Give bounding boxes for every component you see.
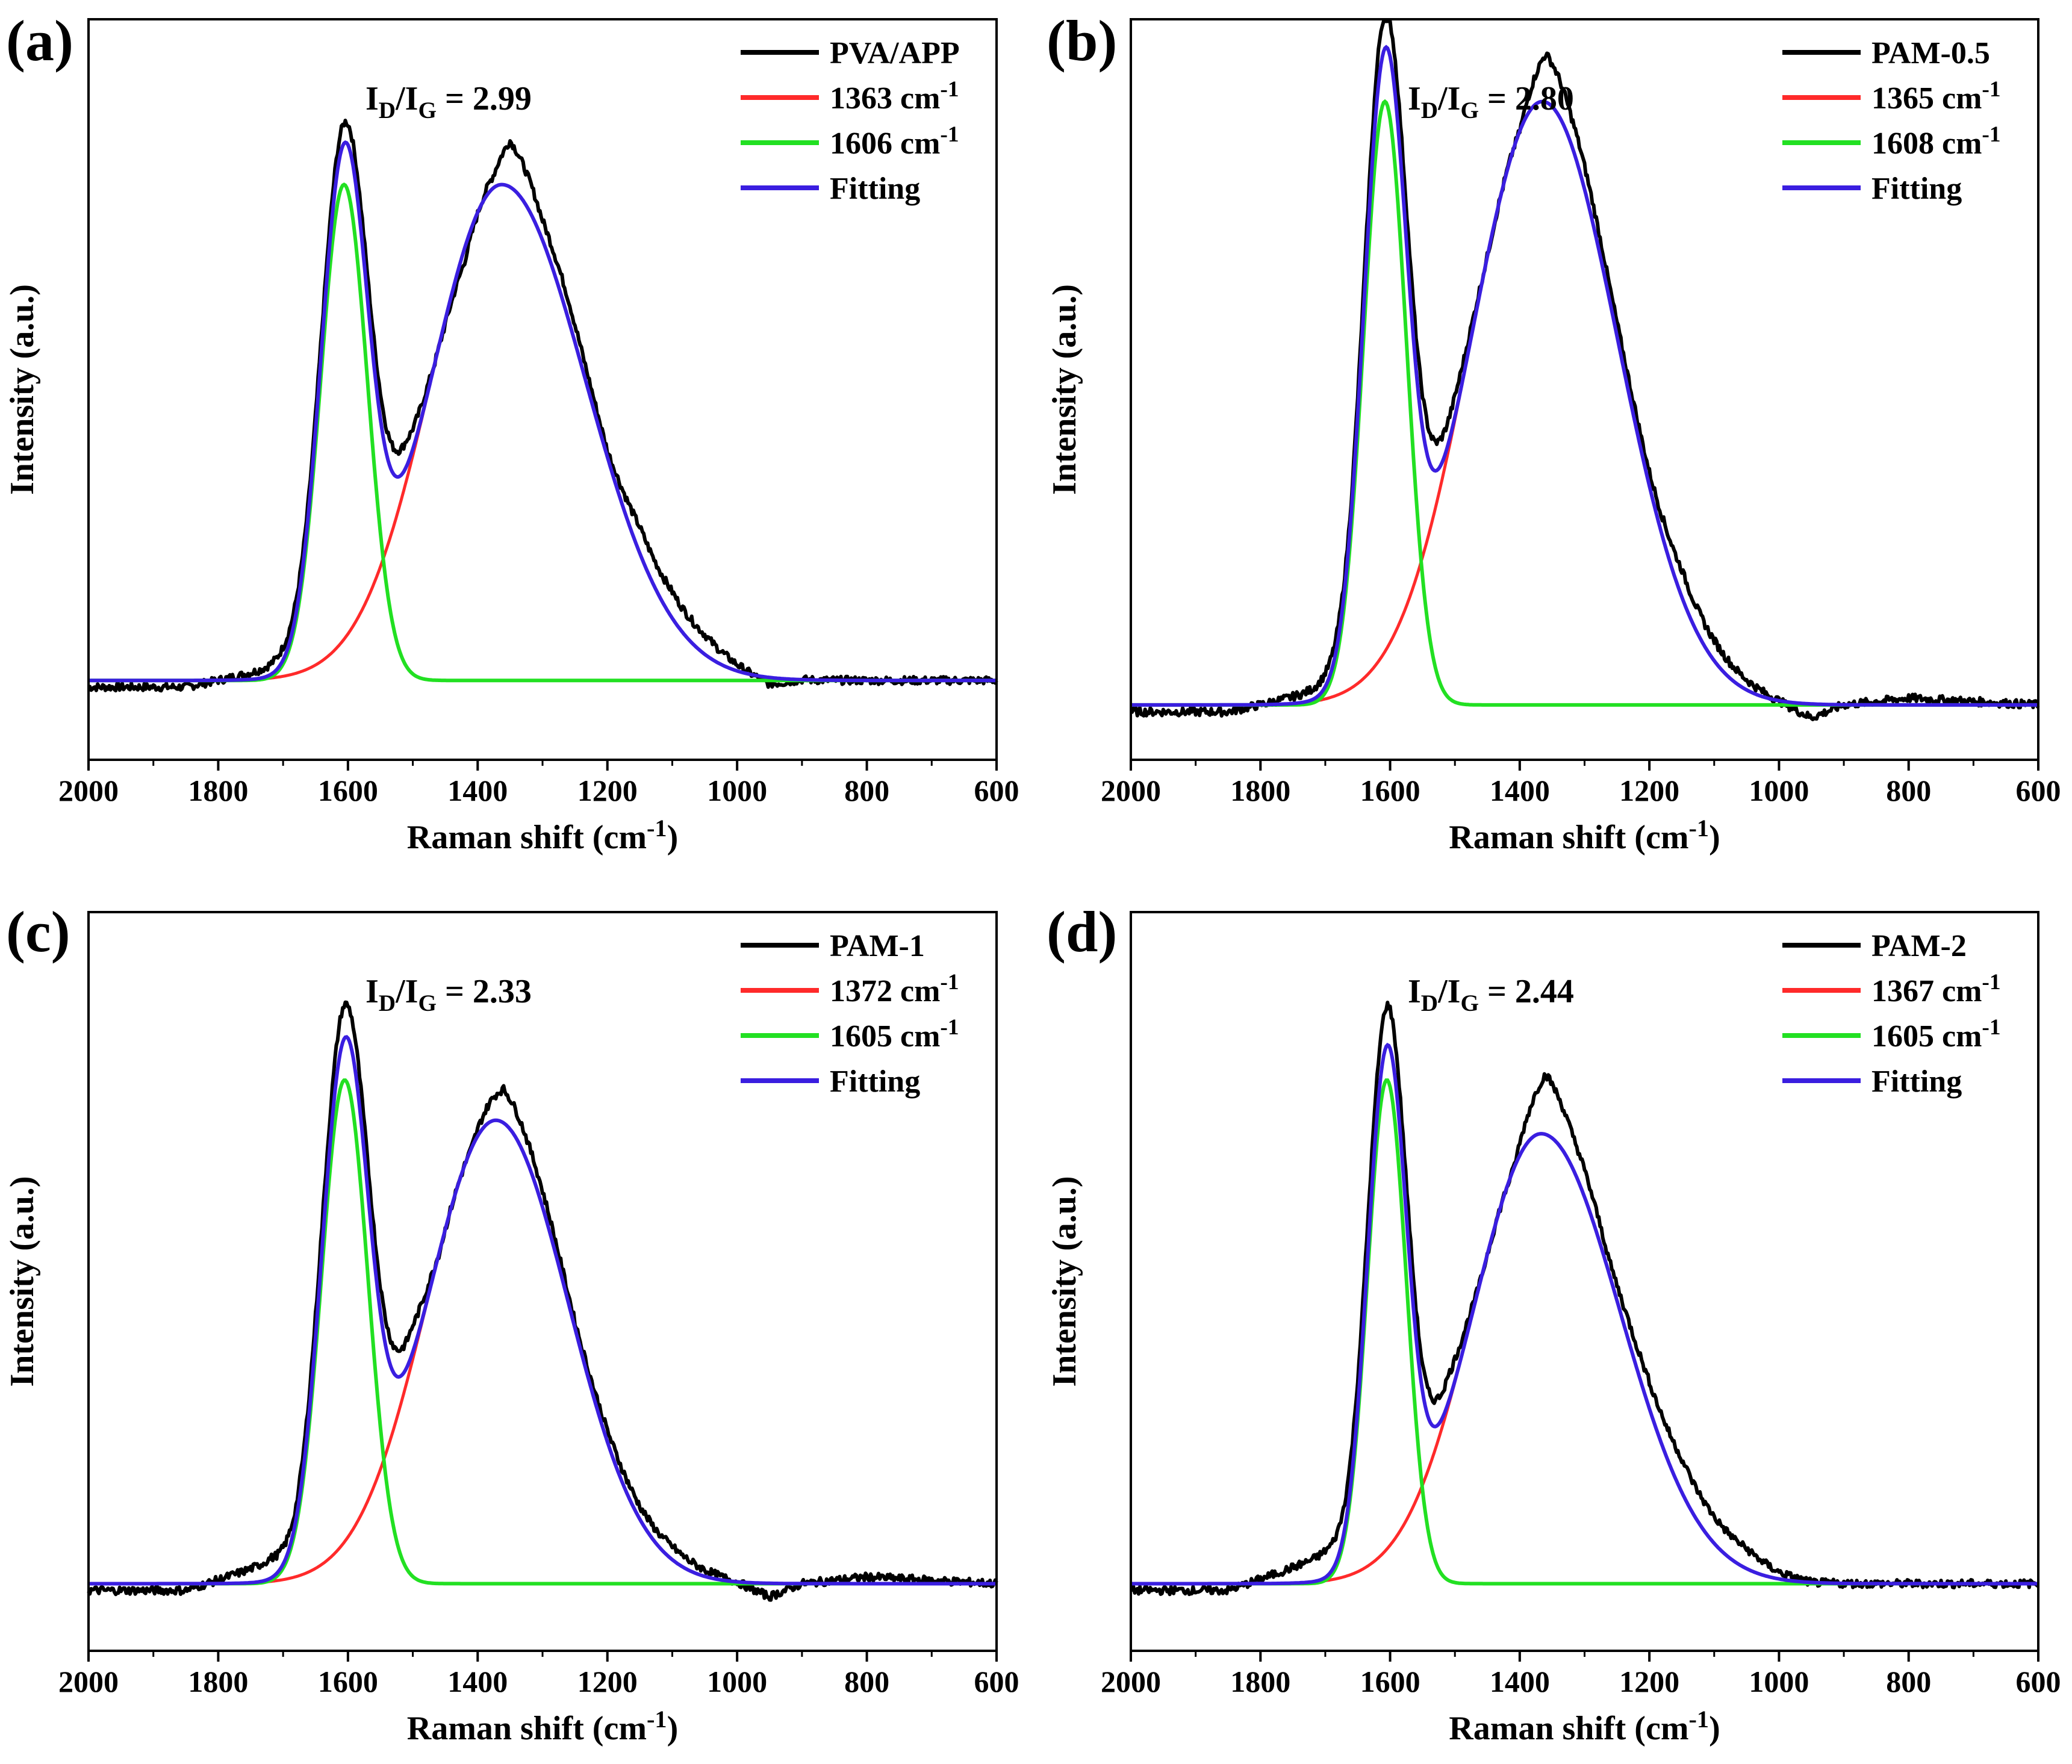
legend-sample-entry-label: PVA/APP [830,36,960,70]
legend-fitting-entry-label: Fitting [1871,1064,1962,1099]
x-tick-label: 1200 [1619,774,1679,807]
x-tick-label: 600 [2016,1665,2061,1698]
panel-label: (d) [1047,899,1117,964]
legend-sample-entry-label: PAM-0.5 [1871,36,1990,70]
legend: PAM-2 1367 cm-1 1605 cm-1 Fitting [1782,929,2001,1099]
x-axis-title: Raman shift (cm-1) [1449,815,1720,856]
x-tick-label: 1200 [577,1665,638,1698]
legend-fitting-entry-label: Fitting [1871,172,1962,206]
x-tick-label: 1000 [707,1665,767,1698]
legend-fitting-entry-label: Fitting [830,172,920,206]
x-axis-title: Raman shift (cm-1) [407,1706,678,1747]
total-fitting-line [89,1035,997,1586]
legend-d-band-entry-label: 1367 cm-1 [1871,970,2001,1008]
y-axis-title: Intensity (a.u.) [4,284,41,495]
total-fitting-line [1131,1042,2038,1586]
g-band-fit-line [89,182,997,683]
x-tick-label: 1800 [188,1665,248,1698]
chart-panel-b: 2000 1800 1600 1400 1200 1000 800 600 Raman shif… [1046,8,2061,856]
x-tick-label: 1600 [1360,1665,1420,1698]
x-tick-label: 1000 [1749,1665,1809,1698]
x-tick-label: 1200 [1619,1665,1679,1698]
x-tick-label: 2000 [1101,774,1161,807]
x-axis-title: Raman shift (cm-1) [407,815,678,856]
id-ig-ratio-annotation: ID/IG = 2.99 [366,80,532,123]
legend-sample-entry-label: PAM-2 [1871,929,1967,963]
legend-g-band-entry-label: 1608 cm-1 [1871,122,2001,161]
x-tick-label: 600 [974,1665,1019,1698]
x-tick-label: 800 [1886,774,1931,807]
x-tick-label: 1400 [447,1665,508,1698]
g-band-fit-line [1131,1078,2038,1586]
x-tick-label: 800 [844,774,889,807]
y-axis-title: Intensity (a.u.) [1046,284,1083,495]
x-tick-label: 1400 [447,774,508,807]
panel-label: (b) [1047,8,1117,73]
total-fitting-line [89,140,997,683]
measured-spectrum-line [87,1000,998,1602]
legend: PAM-0.5 1365 cm-1 1608 cm-1 Fitting [1782,36,2001,206]
d-band-fit-line [89,183,997,682]
x-tick-label: 1600 [318,1665,378,1698]
x-tick-label: 2000 [58,774,119,807]
x-tick-label: 1800 [188,774,248,807]
panel-label: (a) [6,8,73,73]
chart-panel-c: 2000 1800 1600 1400 1200 1000 800 600 Raman shif… [4,899,1019,1747]
y-axis-title: Intensity (a.u.) [1046,1176,1083,1387]
legend-sample-entry-label: PAM-1 [830,929,925,963]
x-tick-label: 1400 [1490,774,1550,807]
legend-g-band-entry-label: 1605 cm-1 [830,1015,959,1054]
x-tick-label: 1800 [1230,1665,1290,1698]
x-tick-label: 1800 [1230,774,1290,807]
g-band-fit-line [89,1078,997,1586]
x-tick-label: 1400 [1490,1665,1550,1698]
panel-label: (c) [6,899,70,964]
legend-fitting-entry-label: Fitting [830,1064,920,1099]
x-tick-label: 800 [844,1665,889,1698]
legend-d-band-entry-label: 1363 cm-1 [830,77,959,116]
x-tick-label: 1600 [318,774,378,807]
x-tick-label: 1600 [1360,774,1420,807]
chart-panel-d: 2000 1800 1600 1400 1200 1000 800 600 Raman shif… [1046,899,2061,1747]
measured-spectrum-line [1130,19,2040,721]
legend: PAM-1 1372 cm-1 1605 cm-1 Fitting [741,929,959,1099]
id-ig-ratio-annotation: ID/IG = 2.33 [366,973,532,1016]
x-tick-label: 2000 [1101,1665,1161,1698]
x-tick-label: 600 [974,774,1019,807]
legend-d-band-entry-label: 1365 cm-1 [1871,77,2001,116]
y-axis-title: Intensity (a.u.) [4,1176,41,1387]
x-tick-label: 2000 [58,1665,119,1698]
measured-spectrum-line [87,119,998,693]
legend-g-band-entry-label: 1606 cm-1 [830,122,959,161]
id-ig-ratio-annotation: ID/IG = 2.80 [1408,80,1574,123]
x-tick-label: 600 [2016,774,2061,807]
legend-g-band-entry-label: 1605 cm-1 [1871,1015,2001,1054]
x-axis-title: Raman shift (cm-1) [1449,1706,1720,1747]
x-tick-label: 800 [1886,1665,1931,1698]
id-ig-ratio-annotation: ID/IG = 2.44 [1408,973,1574,1016]
x-tick-label: 1200 [577,774,638,807]
total-fitting-line [1131,45,2038,707]
legend-d-band-entry-label: 1372 cm-1 [830,970,959,1008]
chart-panel-a: 2000 1800 1600 1400 1200 1000 800 600 Raman shif… [4,8,1019,856]
x-tick-label: 1000 [707,774,767,807]
x-tick-label: 1000 [1749,774,1809,807]
legend: PVA/APP 1363 cm-1 1606 cm-1 Fitting [741,36,960,206]
